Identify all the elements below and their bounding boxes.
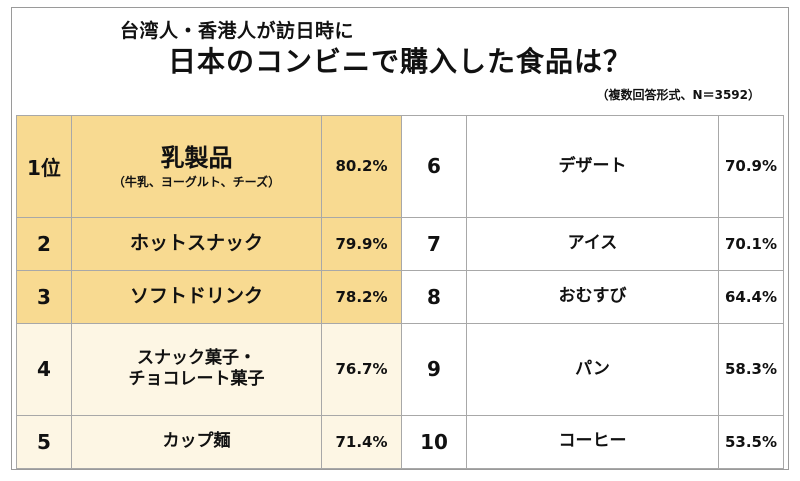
item-cell: パン xyxy=(466,322,719,416)
rank-cell: 7 xyxy=(401,216,467,271)
item-cell: おむすび xyxy=(466,269,719,324)
value-cell: 58.3% xyxy=(718,322,784,416)
value-cell: 53.5% xyxy=(718,414,784,470)
table-row: 1位 乳製品 （牛乳、ヨーグルト、チーズ） 80.2% 6 デザート 70.9% xyxy=(16,115,784,218)
value-cell: 78.2% xyxy=(321,269,402,324)
rank-cell: 9 xyxy=(401,322,467,416)
item-sublabel: （牛乳、ヨーグルト、チーズ） xyxy=(112,174,281,189)
item-label: 乳製品 xyxy=(160,143,233,172)
rank-cell: 5 xyxy=(16,414,72,470)
rank-cell: 10 xyxy=(401,414,467,470)
value-cell: 71.4% xyxy=(321,414,402,470)
rank-cell: 6 xyxy=(401,115,467,218)
table-row: 2 ホットスナック 79.9% 7 アイス 70.1% xyxy=(16,216,784,271)
table-row: 4 スナック菓子・ チョコレート菓子 76.7% 9 パン 58.3% xyxy=(16,322,784,416)
item-cell: 乳製品 （牛乳、ヨーグルト、チーズ） xyxy=(71,115,322,218)
rank-cell: 1位 xyxy=(16,115,72,218)
table-row: 3 ソフトドリンク 78.2% 8 おむすび 64.4% xyxy=(16,269,784,324)
chart-title-line2: 日本のコンビニで購入した食品は？ xyxy=(167,45,632,78)
value-cell: 79.9% xyxy=(321,216,402,271)
chart-title-line1: 台湾人・香港人が訪日時に xyxy=(120,20,355,42)
value-cell: 64.4% xyxy=(718,269,784,324)
item-cell: ソフトドリンク xyxy=(71,269,322,324)
rank-cell: 4 xyxy=(16,322,72,416)
item-cell: スナック菓子・ チョコレート菓子 xyxy=(71,322,322,416)
rank-cell: 8 xyxy=(401,269,467,324)
item-cell: アイス xyxy=(466,216,719,271)
item-cell: コーヒー xyxy=(466,414,719,470)
value-cell: 70.1% xyxy=(718,216,784,271)
survey-note: （複数回答形式、N＝3592） xyxy=(596,88,760,102)
item-label-line2: チョコレート菓子 xyxy=(128,369,265,390)
item-cell: デザート xyxy=(466,115,719,218)
value-cell: 80.2% xyxy=(321,115,402,218)
value-cell: 76.7% xyxy=(321,322,402,416)
item-cell: カップ麺 xyxy=(71,414,322,470)
item-cell: ホットスナック xyxy=(71,216,322,271)
item-label-line1: スナック菓子・ xyxy=(137,348,256,369)
table-row: 5 カップ麺 71.4% 10 コーヒー 53.5% xyxy=(16,414,784,470)
value-cell: 70.9% xyxy=(718,115,784,218)
ranking-table: 1位 乳製品 （牛乳、ヨーグルト、チーズ） 80.2% 6 デザート 70.9%… xyxy=(16,115,784,470)
rank-cell: 3 xyxy=(16,269,72,324)
rank-cell: 2 xyxy=(16,216,72,271)
